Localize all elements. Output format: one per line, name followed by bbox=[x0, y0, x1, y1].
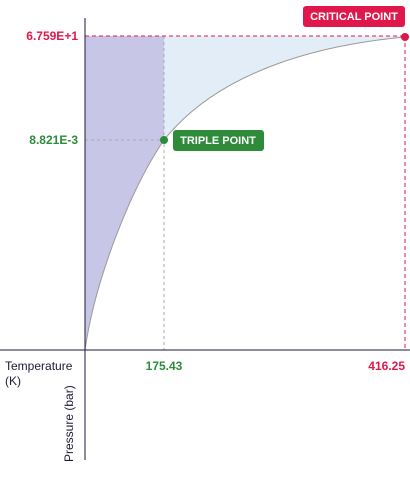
triple-badge bbox=[173, 130, 264, 151]
solid-region bbox=[85, 36, 164, 350]
triple-point-marker bbox=[160, 136, 168, 144]
y-axis-label: Pressure (bar) bbox=[62, 385, 76, 462]
triple-temperature: 175.43 bbox=[146, 359, 183, 373]
critical-badge bbox=[303, 6, 405, 27]
critical-pressure: 6.759E+1 bbox=[26, 29, 78, 43]
triple-label: TRIPLE POINT bbox=[180, 135, 256, 147]
liquid-region bbox=[164, 36, 405, 140]
critical-temperature: 416.25 bbox=[368, 359, 405, 373]
x-axis-label: Temperature (K) bbox=[5, 359, 73, 388]
critical-label: CRITICAL POINT bbox=[310, 11, 398, 23]
critical-point-marker bbox=[401, 33, 409, 41]
triple-pressure: 8.821E-3 bbox=[29, 133, 78, 147]
